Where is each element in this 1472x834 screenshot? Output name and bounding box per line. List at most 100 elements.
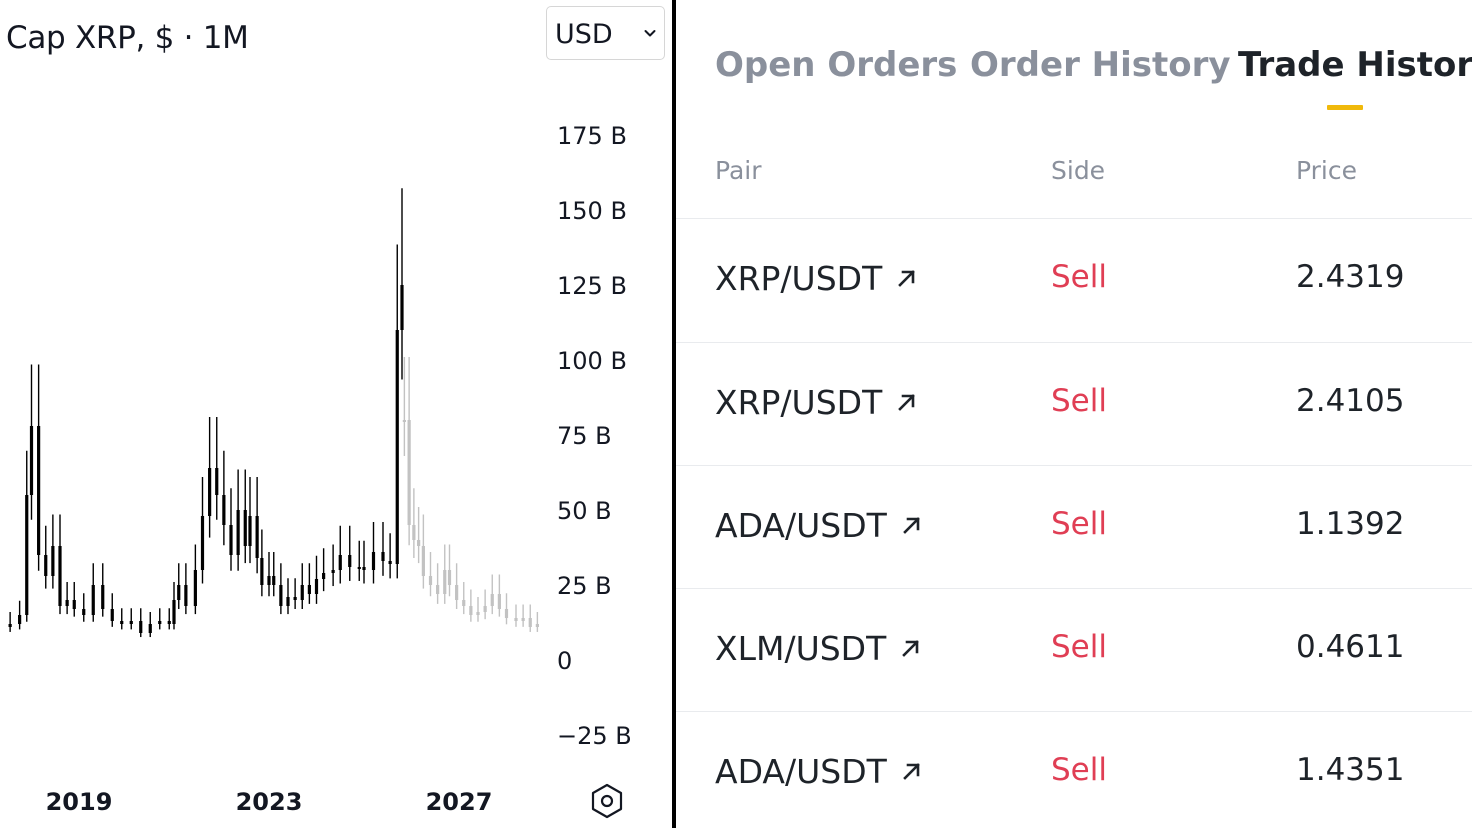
pair-name: ADA/USDT xyxy=(715,506,887,545)
candle-body xyxy=(229,525,233,555)
candle-body xyxy=(236,510,240,555)
candle-body xyxy=(322,573,326,579)
pair-name: ADA/USDT xyxy=(715,752,887,791)
tab-open-orders[interactable]: Open Orders xyxy=(715,45,958,85)
active-tab-indicator xyxy=(1327,105,1363,110)
orders-panel: Open Orders Order History Trade History … xyxy=(676,0,1472,828)
y-axis-tick-label: 150 B xyxy=(557,197,627,225)
pair-link[interactable]: XLM/USDT xyxy=(715,629,922,668)
candle-body xyxy=(293,597,297,600)
candle-body xyxy=(18,615,22,624)
candle-body xyxy=(286,597,290,606)
candle-body xyxy=(272,576,276,585)
row-divider xyxy=(676,711,1472,712)
candle-body xyxy=(158,621,162,624)
candle-body xyxy=(51,546,55,576)
y-axis-tick-label: 0 xyxy=(557,647,572,675)
market-cap-candlestick-chart[interactable]: 175 B 150 B 125 B 100 B 75 B 50 B 25 B 0 −25 B 2… xyxy=(0,0,672,828)
candle-body xyxy=(371,552,376,570)
candle-body xyxy=(407,420,411,525)
candle-body xyxy=(528,618,532,627)
table-row[interactable]: XRP/USDT Sell 2.4319 xyxy=(676,219,1472,341)
trade-side: Sell xyxy=(1051,752,1107,788)
candle-body xyxy=(314,579,319,594)
table-row[interactable]: XRP/USDT Sell 2.4105 xyxy=(676,343,1472,465)
candle-body xyxy=(338,555,342,570)
chart-title: Cap XRP, $ · 1M xyxy=(6,20,249,56)
candle-body xyxy=(44,555,48,576)
candle-body xyxy=(436,585,440,594)
y-axis-tick-label: 175 B xyxy=(557,122,627,150)
candle-body xyxy=(395,330,399,564)
pair-link[interactable]: XRP/USDT xyxy=(715,383,918,422)
column-header-pair: Pair xyxy=(715,156,762,185)
candle-body xyxy=(428,576,433,585)
pair-name: XRP/USDT xyxy=(715,259,883,298)
candle-body xyxy=(255,516,259,558)
trade-side: Sell xyxy=(1051,259,1107,295)
x-axis-tick-label: 2023 xyxy=(236,788,303,816)
candle-body xyxy=(215,468,219,495)
candle-body xyxy=(248,516,252,546)
y-axis-tick-label: 25 B xyxy=(557,572,612,600)
candle-body xyxy=(200,516,205,570)
candle-body xyxy=(357,567,361,569)
y-axis-tick-label: 50 B xyxy=(557,497,612,525)
candle-body xyxy=(462,600,466,606)
pair-name: XLM/USDT xyxy=(715,629,887,668)
candle-body xyxy=(421,546,425,576)
y-axis-tick-label: 100 B xyxy=(557,347,627,375)
candle-body xyxy=(300,585,304,600)
pair-link[interactable]: ADA/USDT xyxy=(715,506,923,545)
candle-body xyxy=(476,612,480,615)
candle-body xyxy=(8,624,12,627)
candle-body xyxy=(260,558,264,585)
trade-price: 1.1392 xyxy=(1296,506,1405,542)
candle-body xyxy=(37,426,41,555)
tab-order-history[interactable]: Order History xyxy=(970,45,1231,85)
market-cap-chart-panel: 175 B 150 B 125 B 100 B 75 B 50 B 25 B 0 −25 B 2… xyxy=(0,0,672,828)
trade-price: 1.4351 xyxy=(1296,752,1405,788)
candle-body xyxy=(504,609,509,618)
column-header-side: Side xyxy=(1051,156,1106,185)
candle-body xyxy=(82,609,86,615)
candle-body xyxy=(184,585,188,606)
table-row[interactable]: XLM/USDT Sell 0.4611 xyxy=(676,589,1472,711)
y-axis-tick-label: 75 B xyxy=(557,422,612,450)
candle-body xyxy=(417,540,421,546)
candle-body xyxy=(167,621,171,624)
candle-body xyxy=(307,585,311,594)
candle-body xyxy=(455,585,459,600)
candle-body xyxy=(443,570,447,594)
candle-body xyxy=(208,468,212,516)
candle-body xyxy=(139,621,143,633)
candle-body xyxy=(483,606,487,612)
candle-body xyxy=(148,624,152,633)
candle-body xyxy=(381,552,385,561)
candle-body xyxy=(521,618,525,621)
trade-price: 2.4319 xyxy=(1296,259,1405,295)
x-axis-tick-label: 2019 xyxy=(46,788,113,816)
candle-body xyxy=(497,594,501,609)
y-axis-tick-label: −25 B xyxy=(557,722,632,750)
candle-body xyxy=(243,510,247,546)
row-divider xyxy=(676,588,1472,589)
candle-body xyxy=(362,567,366,570)
pair-link[interactable]: XRP/USDT xyxy=(715,259,918,298)
candle-body xyxy=(58,546,62,606)
table-row[interactable]: ADA/USDT Sell 1.1392 xyxy=(676,466,1472,588)
tab-trade-history[interactable]: Trade History xyxy=(1238,45,1472,85)
candle-body xyxy=(120,621,124,624)
candle-body xyxy=(388,561,392,564)
settings-hexagon-icon[interactable] xyxy=(588,782,626,820)
table-divider xyxy=(676,218,1472,219)
trade-price: 2.4105 xyxy=(1296,383,1405,419)
candle-body xyxy=(400,285,404,330)
trade-price: 0.4611 xyxy=(1296,629,1405,665)
candle-body xyxy=(65,600,69,606)
candle-body xyxy=(331,570,335,573)
currency-dropdown[interactable]: USD xyxy=(546,6,665,60)
candle-body xyxy=(412,525,416,540)
table-row[interactable]: ADA/USDT Sell 1.4351 xyxy=(676,712,1472,834)
pair-link[interactable]: ADA/USDT xyxy=(715,752,923,791)
